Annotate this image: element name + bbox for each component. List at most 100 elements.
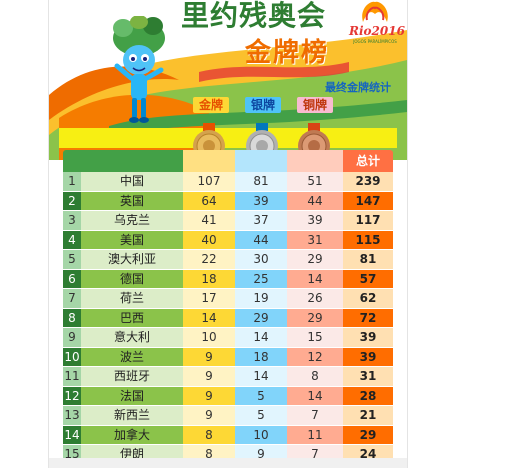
cell-country: 巴西: [81, 308, 183, 327]
cell-silver: 29: [235, 308, 287, 327]
cell-bronze: 12: [287, 347, 343, 366]
table-row: 9 意大利 10 14 15 39: [63, 328, 393, 348]
cell-silver: 39: [235, 191, 287, 210]
cell-country: 中国: [81, 172, 183, 191]
cell-country: 澳大利亚: [81, 250, 183, 269]
cell-bronze: 39: [287, 211, 343, 230]
silver-label: 银牌: [245, 97, 281, 113]
cell-bronze: 44: [287, 191, 343, 210]
gold-label: 金牌: [193, 97, 229, 113]
cell-rank: 10: [63, 347, 81, 366]
header-silver-block: [235, 150, 287, 172]
hero-banner: 里约残奥会 金牌榜 Rio2016 JOGOS PARALÍMPICOS 最终金…: [49, 0, 407, 160]
header-total: 总计: [343, 150, 393, 172]
cell-silver: 5: [235, 406, 287, 425]
rio2016-paralympic-logo-icon: Rio2016 JOGOS PARALÍMPICOS: [349, 0, 405, 58]
cell-rank: 9: [63, 328, 81, 347]
cell-silver: 30: [235, 250, 287, 269]
cell-gold: 9: [183, 386, 235, 405]
cell-total: 28: [343, 386, 393, 405]
logo-subtext: JOGOS PARALÍMPICOS: [353, 39, 397, 44]
cell-country: 荷兰: [81, 289, 183, 308]
cell-rank: 14: [63, 425, 81, 444]
table-row: 1 中国 107 81 51 239: [63, 172, 393, 192]
cell-silver: 5: [235, 386, 287, 405]
page-subtitle: 金牌榜: [245, 38, 330, 68]
cell-total: 62: [343, 289, 393, 308]
page-title: 里约残奥会: [181, 0, 327, 32]
cell-bronze: 29: [287, 308, 343, 327]
cell-total: 81: [343, 250, 393, 269]
cell-total: 239: [343, 172, 393, 191]
cell-rank: 3: [63, 211, 81, 230]
table-row: 4 美国 40 44 31 115: [63, 230, 393, 250]
cell-country: 乌克兰: [81, 211, 183, 230]
table-row: 6 德国 18 25 14 57: [63, 269, 393, 289]
medal-table-panel: 里约残奥会 金牌榜 Rio2016 JOGOS PARALÍMPICOS 最终金…: [48, 0, 408, 468]
cell-silver: 14: [235, 328, 287, 347]
cell-gold: 64: [183, 191, 235, 210]
cell-bronze: 51: [287, 172, 343, 191]
cell-country: 德国: [81, 269, 183, 288]
cell-gold: 18: [183, 269, 235, 288]
cell-silver: 44: [235, 230, 287, 249]
cell-country: 新西兰: [81, 406, 183, 425]
cell-bronze: 14: [287, 269, 343, 288]
cell-country: 波兰: [81, 347, 183, 366]
cell-rank: 6: [63, 269, 81, 288]
table-header: 总计: [63, 150, 393, 172]
cell-gold: 9: [183, 406, 235, 425]
cell-rank: 1: [63, 172, 81, 191]
cell-country: 西班牙: [81, 367, 183, 386]
cell-rank: 5: [63, 250, 81, 269]
cell-total: 72: [343, 308, 393, 327]
cell-total: 115: [343, 230, 393, 249]
cell-gold: 10: [183, 328, 235, 347]
cell-gold: 9: [183, 347, 235, 366]
cell-total: 31: [343, 367, 393, 386]
cell-rank: 2: [63, 191, 81, 210]
cell-gold: 22: [183, 250, 235, 269]
cell-rank: 11: [63, 367, 81, 386]
header-country-block: [63, 150, 183, 172]
table-row: 8 巴西 14 29 29 72: [63, 308, 393, 328]
cell-gold: 41: [183, 211, 235, 230]
bronze-label: 铜牌: [297, 97, 333, 113]
cell-country: 加拿大: [81, 425, 183, 444]
table-row: 3 乌克兰 41 37 39 117: [63, 211, 393, 231]
cell-bronze: 14: [287, 386, 343, 405]
cell-total: 147: [343, 191, 393, 210]
cell-total: 39: [343, 347, 393, 366]
cell-bronze: 8: [287, 367, 343, 386]
cell-total: 21: [343, 406, 393, 425]
cell-gold: 8: [183, 425, 235, 444]
cell-total: 117: [343, 211, 393, 230]
cell-total: 29: [343, 425, 393, 444]
final-count-caption: 最终金牌统计: [325, 81, 391, 94]
cell-rank: 13: [63, 406, 81, 425]
cell-gold: 107: [183, 172, 235, 191]
table-row: 14 加拿大 8 10 11 29: [63, 425, 393, 445]
cell-bronze: 31: [287, 230, 343, 249]
cell-rank: 4: [63, 230, 81, 249]
bottom-bar: [49, 458, 407, 468]
logo-text: Rio2016: [349, 24, 405, 38]
table-row: 5 澳大利亚 22 30 29 81: [63, 250, 393, 270]
cell-country: 法国: [81, 386, 183, 405]
cell-bronze: 29: [287, 250, 343, 269]
cell-bronze: 7: [287, 406, 343, 425]
table-row: 2 英国 64 39 44 147: [63, 191, 393, 211]
cell-rank: 7: [63, 289, 81, 308]
cell-country: 意大利: [81, 328, 183, 347]
table-row: 12 法国 9 5 14 28: [63, 386, 393, 406]
table-row: 13 新西兰 9 5 7 21: [63, 406, 393, 426]
cell-gold: 17: [183, 289, 235, 308]
cell-gold: 9: [183, 367, 235, 386]
cell-bronze: 15: [287, 328, 343, 347]
table-row: 11 西班牙 9 14 8 31: [63, 367, 393, 387]
cell-gold: 40: [183, 230, 235, 249]
cell-silver: 25: [235, 269, 287, 288]
cell-total: 39: [343, 328, 393, 347]
header-gold-block: [183, 150, 235, 172]
cell-silver: 18: [235, 347, 287, 366]
